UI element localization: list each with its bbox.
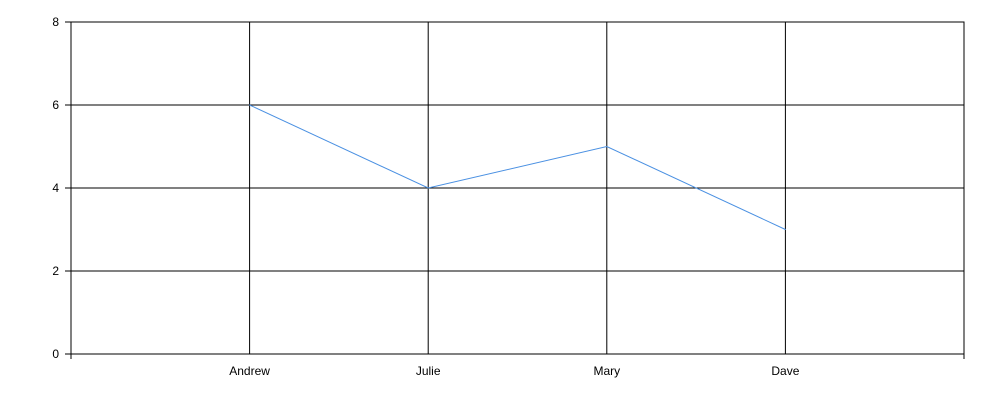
x-tick-labels: Andrew Julie Mary Dave (229, 364, 799, 378)
x-tick-label: Andrew (229, 364, 270, 378)
series-group (249, 104, 786, 230)
data-point (249, 104, 251, 106)
data-point (427, 187, 429, 189)
y-tick-label: 8 (52, 15, 59, 29)
y-tick-label: 4 (52, 181, 59, 195)
y-tick-label: 0 (52, 347, 59, 361)
y-tick-label: 2 (52, 264, 59, 278)
grid-lines (71, 21, 964, 355)
x-tick-label: Julie (416, 364, 441, 378)
data-point (784, 229, 786, 230)
x-tick-label: Mary (593, 364, 620, 378)
series-line (249, 104, 786, 230)
y-tick-label: 6 (52, 98, 59, 112)
x-tick-label: Dave (771, 364, 799, 378)
y-tick-labels: 0 2 4 6 8 (52, 15, 59, 361)
data-point (606, 146, 608, 147)
axis-ticks (65, 21, 965, 359)
